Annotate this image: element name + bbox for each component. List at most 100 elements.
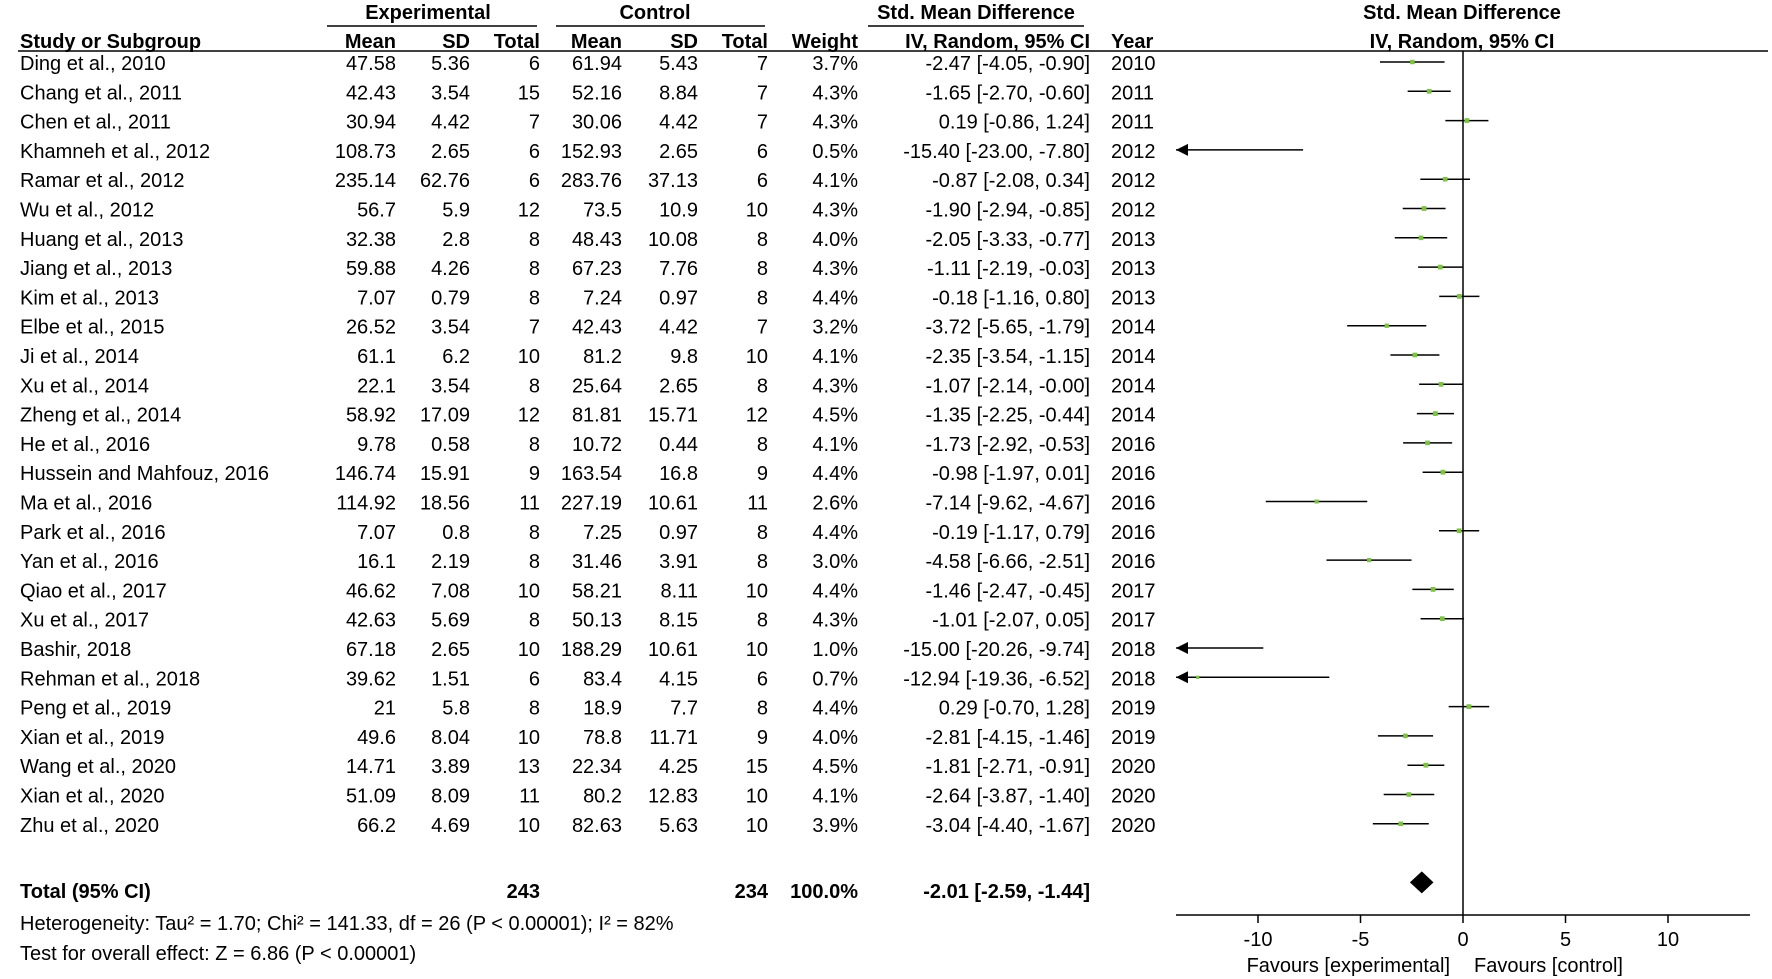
cell-c-total: 7 [757, 53, 768, 75]
cell-year: 2014 [1111, 405, 1156, 427]
point-estimate [1440, 469, 1446, 475]
cell-study: Ramar et al., 2012 [20, 170, 185, 192]
cell-year: 2017 [1111, 610, 1156, 632]
cell-e-sd: 2.65 [431, 639, 470, 661]
cell-study: Kim et al., 2013 [20, 287, 159, 309]
cell-weight: 4.3% [812, 610, 858, 632]
cell-study: He et al., 2016 [20, 434, 150, 456]
point-estimate [1410, 59, 1415, 65]
col-c-sd: SD [670, 31, 698, 53]
cell-e-mean: 51.09 [346, 786, 396, 808]
cell-e-total: 13 [518, 756, 540, 778]
cell-e-mean: 30.94 [346, 112, 396, 134]
cell-c-sd: 2.65 [659, 141, 698, 163]
cell-c-mean: 7.25 [583, 522, 622, 544]
cell-year: 2016 [1111, 463, 1156, 485]
cell-e-sd: 4.26 [431, 258, 470, 280]
cell-e-total: 11 [519, 493, 540, 515]
cell-c-sd: 8.84 [659, 82, 698, 104]
cell-e-mean: 146.74 [335, 463, 396, 485]
cell-e-total: 8 [529, 229, 540, 251]
cell-year: 2014 [1111, 317, 1156, 339]
cell-e-mean: 108.73 [335, 141, 396, 163]
cell-e-sd: 4.69 [431, 815, 470, 837]
cell-e-sd: 3.54 [431, 82, 470, 104]
cell-e-sd: 17.09 [420, 405, 470, 427]
cell-year: 2020 [1111, 815, 1156, 837]
cell-ci-text: -1.65 [-2.70, -0.60] [925, 82, 1090, 104]
cell-ci-text: -1.81 [-2.71, -0.91] [925, 756, 1090, 778]
cell-c-mean: 163.54 [561, 463, 622, 485]
cell-e-sd: 5.36 [431, 53, 470, 75]
cell-e-total: 8 [529, 287, 540, 309]
cell-e-total: 6 [529, 141, 540, 163]
cell-c-total: 10 [746, 786, 768, 808]
cell-e-total: 7 [529, 112, 540, 134]
cell-year: 2019 [1111, 727, 1156, 749]
cell-weight: 3.0% [812, 551, 858, 573]
cell-e-sd: 5.69 [431, 610, 470, 632]
cell-year: 2019 [1111, 698, 1156, 720]
col-e-total: Total [494, 31, 540, 53]
col-c-total: Total [722, 31, 768, 53]
cell-c-total: 9 [757, 727, 768, 749]
cell-e-total: 12 [518, 200, 540, 222]
cell-weight: 3.7% [812, 53, 858, 75]
cell-ci-text: 0.29 [-0.70, 1.28] [939, 698, 1090, 720]
x-tick-label: 5 [1560, 929, 1571, 951]
cell-ci-text: -0.19 [-1.17, 0.79] [932, 522, 1090, 544]
cell-c-mean: 10.72 [572, 434, 622, 456]
favours-experimental-label: Favours [experimental] [1247, 955, 1450, 977]
cell-ci-text: -7.14 [-9.62, -4.67] [925, 493, 1090, 515]
cell-study: Peng et al., 2019 [20, 698, 171, 720]
cell-study: Xu et al., 2017 [20, 610, 149, 632]
cell-year: 2016 [1111, 522, 1156, 544]
cell-e-sd: 2.65 [431, 141, 470, 163]
cell-c-mean: 31.46 [572, 551, 622, 573]
cell-ci-text: -15.40 [-23.00, -7.80] [903, 141, 1090, 163]
cell-c-sd: 9.8 [670, 346, 698, 368]
x-tick-label: -5 [1352, 929, 1370, 951]
cell-e-mean: 16.1 [357, 551, 396, 573]
cell-c-mean: 188.29 [561, 639, 622, 661]
cell-weight: 2.6% [812, 493, 858, 515]
point-estimate [1437, 264, 1443, 270]
point-estimate [1430, 587, 1436, 592]
favours-control-label: Favours [control] [1474, 955, 1623, 977]
header-experimental: Experimental [365, 2, 491, 24]
cell-e-mean: 42.43 [346, 82, 396, 104]
cell-e-mean: 47.58 [346, 53, 396, 75]
cell-ci-text: -1.46 [-2.47, -0.45] [925, 580, 1090, 602]
pooled-diamond [1409, 871, 1434, 894]
cell-c-mean: 83.4 [583, 668, 622, 690]
cell-e-total: 10 [518, 346, 540, 368]
cell-weight: 4.3% [812, 258, 858, 280]
cell-c-total: 7 [757, 317, 768, 339]
cell-e-mean: 9.78 [357, 434, 396, 456]
cell-e-sd: 5.9 [442, 200, 470, 222]
cell-c-sd: 8.15 [659, 610, 698, 632]
x-tick-label: 0 [1457, 929, 1468, 951]
cell-e-mean: 59.88 [346, 258, 396, 280]
cell-weight: 0.7% [812, 668, 858, 690]
cell-year: 2010 [1111, 53, 1156, 75]
cell-e-total: 10 [518, 580, 540, 602]
cell-c-mean: 7.24 [583, 287, 622, 309]
cell-e-mean: 7.07 [357, 522, 396, 544]
cell-study: Xian et al., 2020 [20, 786, 165, 808]
cell-year: 2013 [1111, 229, 1156, 251]
cell-c-total: 6 [757, 141, 768, 163]
total-label: Total (95% CI) [20, 881, 151, 903]
cell-c-total: 8 [757, 610, 768, 632]
cell-ci-text: -0.98 [-1.97, 0.01] [932, 463, 1090, 485]
cell-e-total: 8 [529, 258, 540, 280]
cell-study: Wang et al., 2020 [20, 756, 176, 778]
cell-study: Ding et al., 2010 [20, 53, 166, 75]
cell-ci-text: -4.58 [-6.66, -2.51] [925, 551, 1090, 573]
cell-weight: 4.3% [812, 200, 858, 222]
ci-arrow-left [1176, 671, 1188, 684]
cell-year: 2012 [1111, 170, 1156, 192]
cell-e-total: 6 [529, 170, 540, 192]
cell-e-total: 8 [529, 522, 540, 544]
point-estimate [1403, 733, 1408, 739]
